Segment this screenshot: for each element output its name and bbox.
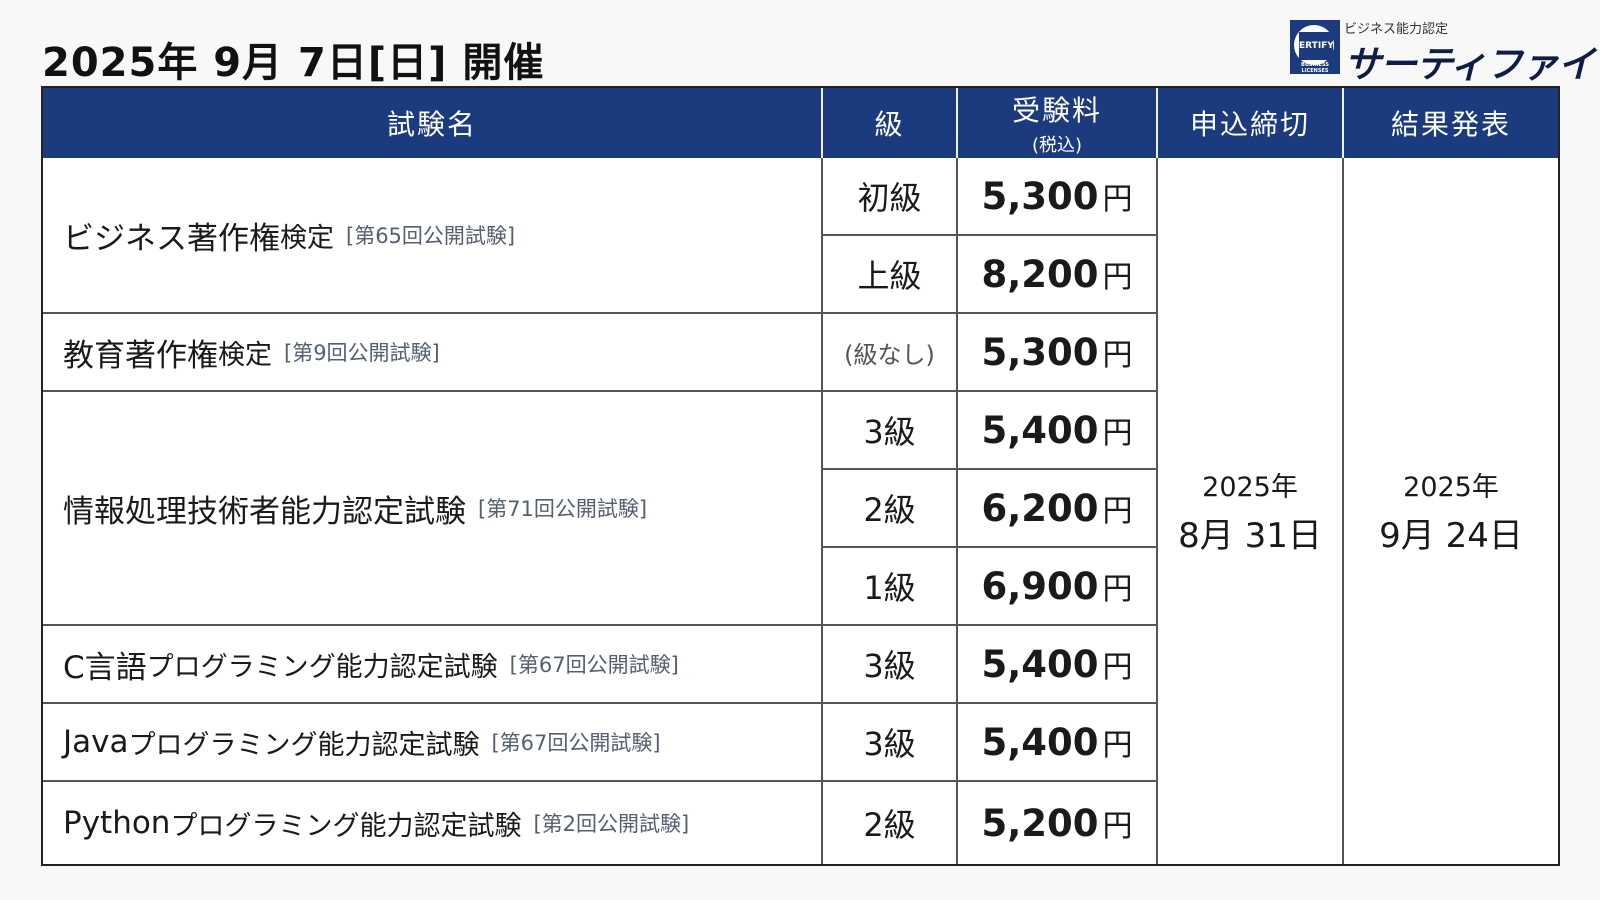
page-title: 2025年 9月 7日[日] 開催 — [42, 40, 545, 86]
deadline-year: 2025年 — [1202, 472, 1298, 503]
result-date: 9月 24日 — [1379, 516, 1523, 556]
header-fee-sub: (税込) — [1031, 135, 1083, 156]
exam-name-education-copyright: 教育著作権 検定 [第9回公開試験] — [43, 314, 823, 392]
header-fee: 受験料 (税込) — [958, 88, 1158, 158]
fee-cell: 5,300 円 — [958, 314, 1158, 392]
grade-cell: 3級 — [823, 704, 958, 782]
certify-logo-mark: ERTIFY BUSINESS LICENSES — [1290, 20, 1340, 74]
result-cell: 2025年 9月 24日 — [1344, 158, 1558, 864]
grade-cell: 1級 — [823, 548, 958, 626]
fee-cell: 8,200 円 — [958, 236, 1158, 314]
grade-cell: (級なし) — [823, 314, 958, 392]
result-year: 2025年 — [1403, 472, 1499, 503]
exam-name-c-language: C言語 プログラミング能力認定試験 [第67回公開試験] — [43, 626, 823, 704]
exam-schedule-table: 試験名 級 受験料 (税込) 申込締切 結果発表 ビジネス著作権 検定 [第65回公… — [41, 86, 1560, 866]
grade-cell: 3級 — [823, 626, 958, 704]
header-exam-name: 試験名 — [43, 88, 823, 158]
grade-cell: 初級 — [823, 158, 958, 236]
certify-logo: ERTIFY BUSINESS LICENSES ビジネス能力認定 サーティファ… — [1290, 18, 1595, 86]
deadline-cell: 2025年 8月 31日 — [1158, 158, 1344, 864]
fee-cell: 5,400 円 — [958, 392, 1158, 470]
logo-mark-text: ERTIFY — [1299, 32, 1334, 60]
header-grade: 級 — [823, 88, 958, 158]
grade-cell: 2級 — [823, 782, 958, 864]
exam-name-python: Python プログラミング能力認定試験 [第2回公開試験] — [43, 782, 823, 864]
exam-name-business-copyright: ビジネス著作権 検定 [第65回公開試験] — [43, 158, 823, 314]
exam-name-info-processing: 情報処理技術者能力認定試験 [第71回公開試験] — [43, 392, 823, 626]
grade-cell: 2級 — [823, 470, 958, 548]
fee-cell: 6,900 円 — [958, 548, 1158, 626]
header-deadline: 申込締切 — [1158, 88, 1344, 158]
logo-mark-sub: BUSINESS LICENSES — [1301, 62, 1329, 74]
fee-cell: 5,200 円 — [958, 782, 1158, 864]
fee-cell: 5,300 円 — [958, 158, 1158, 236]
fee-cell: 5,400 円 — [958, 626, 1158, 704]
logo-name: サーティファイ — [1344, 43, 1595, 86]
header-result: 結果発表 — [1344, 88, 1558, 158]
grade-cell: 3級 — [823, 392, 958, 470]
fee-cell: 6,200 円 — [958, 470, 1158, 548]
fee-cell: 5,400 円 — [958, 704, 1158, 782]
grade-cell: 上級 — [823, 236, 958, 314]
exam-name-java: Java プログラミング能力認定試験 [第67回公開試験] — [43, 704, 823, 782]
deadline-date: 8月 31日 — [1178, 516, 1322, 556]
logo-tagline: ビジネス能力認定 — [1344, 22, 1449, 37]
